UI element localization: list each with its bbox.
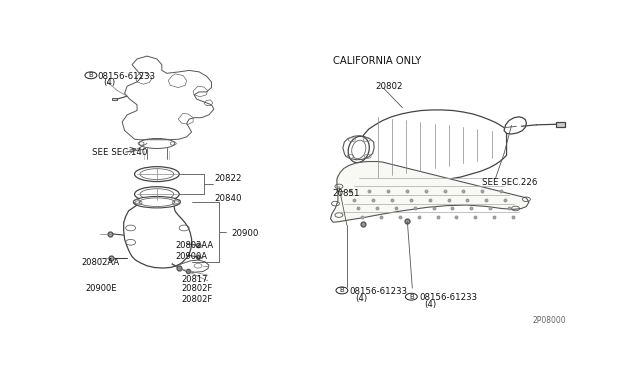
Text: B: B — [88, 72, 93, 78]
Text: (4): (4) — [424, 300, 436, 309]
Text: 20802F: 20802F — [182, 295, 213, 304]
Text: 20817: 20817 — [182, 275, 208, 284]
Polygon shape — [330, 161, 529, 222]
Text: 20900E: 20900E — [85, 284, 116, 293]
Text: B: B — [339, 288, 344, 294]
Text: 20802AA: 20802AA — [175, 241, 213, 250]
Text: 20822: 20822 — [214, 174, 241, 183]
Text: SEE SEC.140: SEE SEC.140 — [92, 148, 148, 157]
Bar — [112, 98, 117, 100]
Polygon shape — [358, 110, 507, 180]
Text: 08156-61233: 08156-61233 — [98, 72, 156, 81]
Polygon shape — [504, 117, 527, 134]
Text: 20802F: 20802F — [182, 284, 213, 293]
Text: CALIFORNIA ONLY: CALIFORNIA ONLY — [333, 56, 421, 66]
Text: 20802AA: 20802AA — [81, 258, 120, 267]
Ellipse shape — [133, 196, 180, 208]
Text: 20840: 20840 — [214, 194, 241, 203]
Text: 20802: 20802 — [376, 82, 403, 91]
Text: (4): (4) — [355, 294, 367, 303]
Text: 2P08000: 2P08000 — [532, 316, 566, 325]
Text: 20851: 20851 — [332, 189, 360, 198]
Ellipse shape — [348, 137, 369, 163]
Bar — [556, 122, 565, 126]
Text: 08156-61233: 08156-61233 — [350, 287, 408, 296]
Text: (4): (4) — [103, 78, 115, 87]
Text: SEE SEC.226: SEE SEC.226 — [482, 178, 537, 187]
Text: 20900: 20900 — [231, 229, 259, 238]
Text: 20900A: 20900A — [175, 252, 207, 261]
Text: 08156-61233: 08156-61233 — [419, 294, 477, 302]
Text: B: B — [409, 294, 413, 300]
